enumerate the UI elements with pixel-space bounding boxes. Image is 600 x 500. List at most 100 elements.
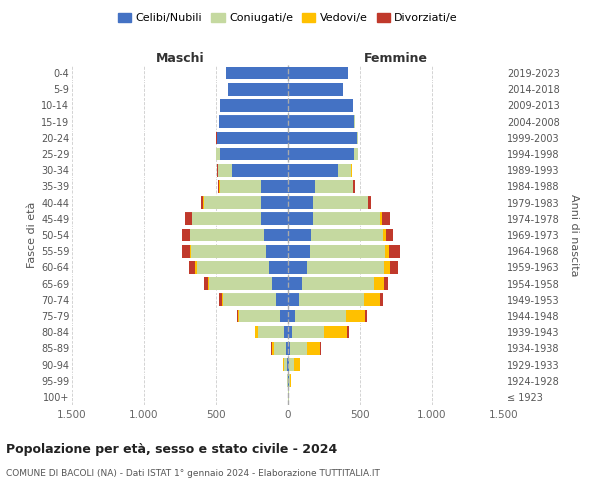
Bar [209,278,272,290]
Bar [288,358,289,371]
Bar [208,278,209,290]
Legend: Celibi/Nubili, Coniugati/e, Vedovi/e, Divorziati/e: Celibi/Nubili, Coniugati/e, Vedovi/e, Di… [113,8,463,28]
Bar [385,278,388,290]
Bar [201,196,203,209]
Bar [284,358,287,371]
Bar [390,261,398,274]
Bar [223,294,277,306]
Bar [182,228,190,241]
Text: Popolazione per età, sesso e stato civile - 2024: Popolazione per età, sesso e stato civil… [6,442,337,456]
Bar [254,326,256,338]
Bar [288,132,357,144]
Bar [313,212,380,225]
Bar [288,196,313,209]
Bar [385,245,389,258]
Bar [192,212,262,225]
Bar [220,148,288,160]
Bar [288,294,299,306]
Bar [288,83,343,96]
Bar [383,228,386,241]
Bar [217,132,288,144]
Bar [288,148,354,160]
Bar [272,278,288,290]
Bar [288,67,348,80]
Bar [353,180,355,192]
Bar [196,261,197,274]
Bar [288,245,310,258]
Text: Maschi: Maschi [155,52,205,65]
Bar [204,196,262,209]
Bar [203,278,208,290]
Bar [197,261,269,274]
Bar [228,83,288,96]
Bar [288,261,307,274]
Bar [288,342,290,354]
Bar [386,228,393,241]
Bar [294,358,299,371]
Bar [220,99,288,112]
Bar [289,374,290,387]
Bar [284,326,288,338]
Bar [220,180,260,192]
Bar [232,164,288,176]
Bar [380,212,382,225]
Bar [295,310,346,322]
Bar [182,245,190,258]
Bar [237,310,238,322]
Bar [256,326,259,338]
Bar [311,228,383,241]
Bar [289,358,294,371]
Bar [347,326,349,338]
Bar [286,342,288,354]
Bar [277,294,288,306]
Bar [262,212,288,225]
Bar [283,358,284,371]
Bar [218,164,232,176]
Bar [288,310,295,322]
Bar [222,294,223,306]
Bar [288,228,311,241]
Bar [220,294,222,306]
Bar [314,180,353,192]
Bar [238,310,239,322]
Bar [262,196,288,209]
Bar [382,212,390,225]
Bar [380,294,383,306]
Bar [189,261,196,274]
Bar [389,245,400,258]
Bar [219,116,288,128]
Text: Femmine: Femmine [364,52,428,65]
Bar [307,261,384,274]
Bar [357,132,358,144]
Bar [263,228,288,241]
Bar [259,326,284,338]
Bar [384,261,390,274]
Bar [287,358,288,371]
Bar [288,180,314,192]
Bar [191,245,266,258]
Bar [302,278,374,290]
Bar [288,99,353,112]
Y-axis label: Anni di nascita: Anni di nascita [569,194,579,276]
Y-axis label: Fasce di età: Fasce di età [26,202,37,268]
Bar [313,196,368,209]
Bar [274,342,286,354]
Bar [290,342,307,354]
Bar [280,310,288,322]
Bar [239,310,280,322]
Text: COMUNE DI BACOLI (NA) - Dati ISTAT 1° gennaio 2024 - Elaborazione TUTTITALIA.IT: COMUNE DI BACOLI (NA) - Dati ISTAT 1° ge… [6,469,380,478]
Bar [338,164,352,176]
Bar [288,212,313,225]
Bar [288,326,292,338]
Bar [288,116,354,128]
Bar [260,180,288,192]
Bar [190,228,263,241]
Bar [324,326,347,338]
Bar [364,294,380,306]
Bar [354,148,358,160]
Bar [374,278,385,290]
Bar [218,180,220,192]
Bar [288,164,338,176]
Bar [299,294,364,306]
Bar [346,310,365,322]
